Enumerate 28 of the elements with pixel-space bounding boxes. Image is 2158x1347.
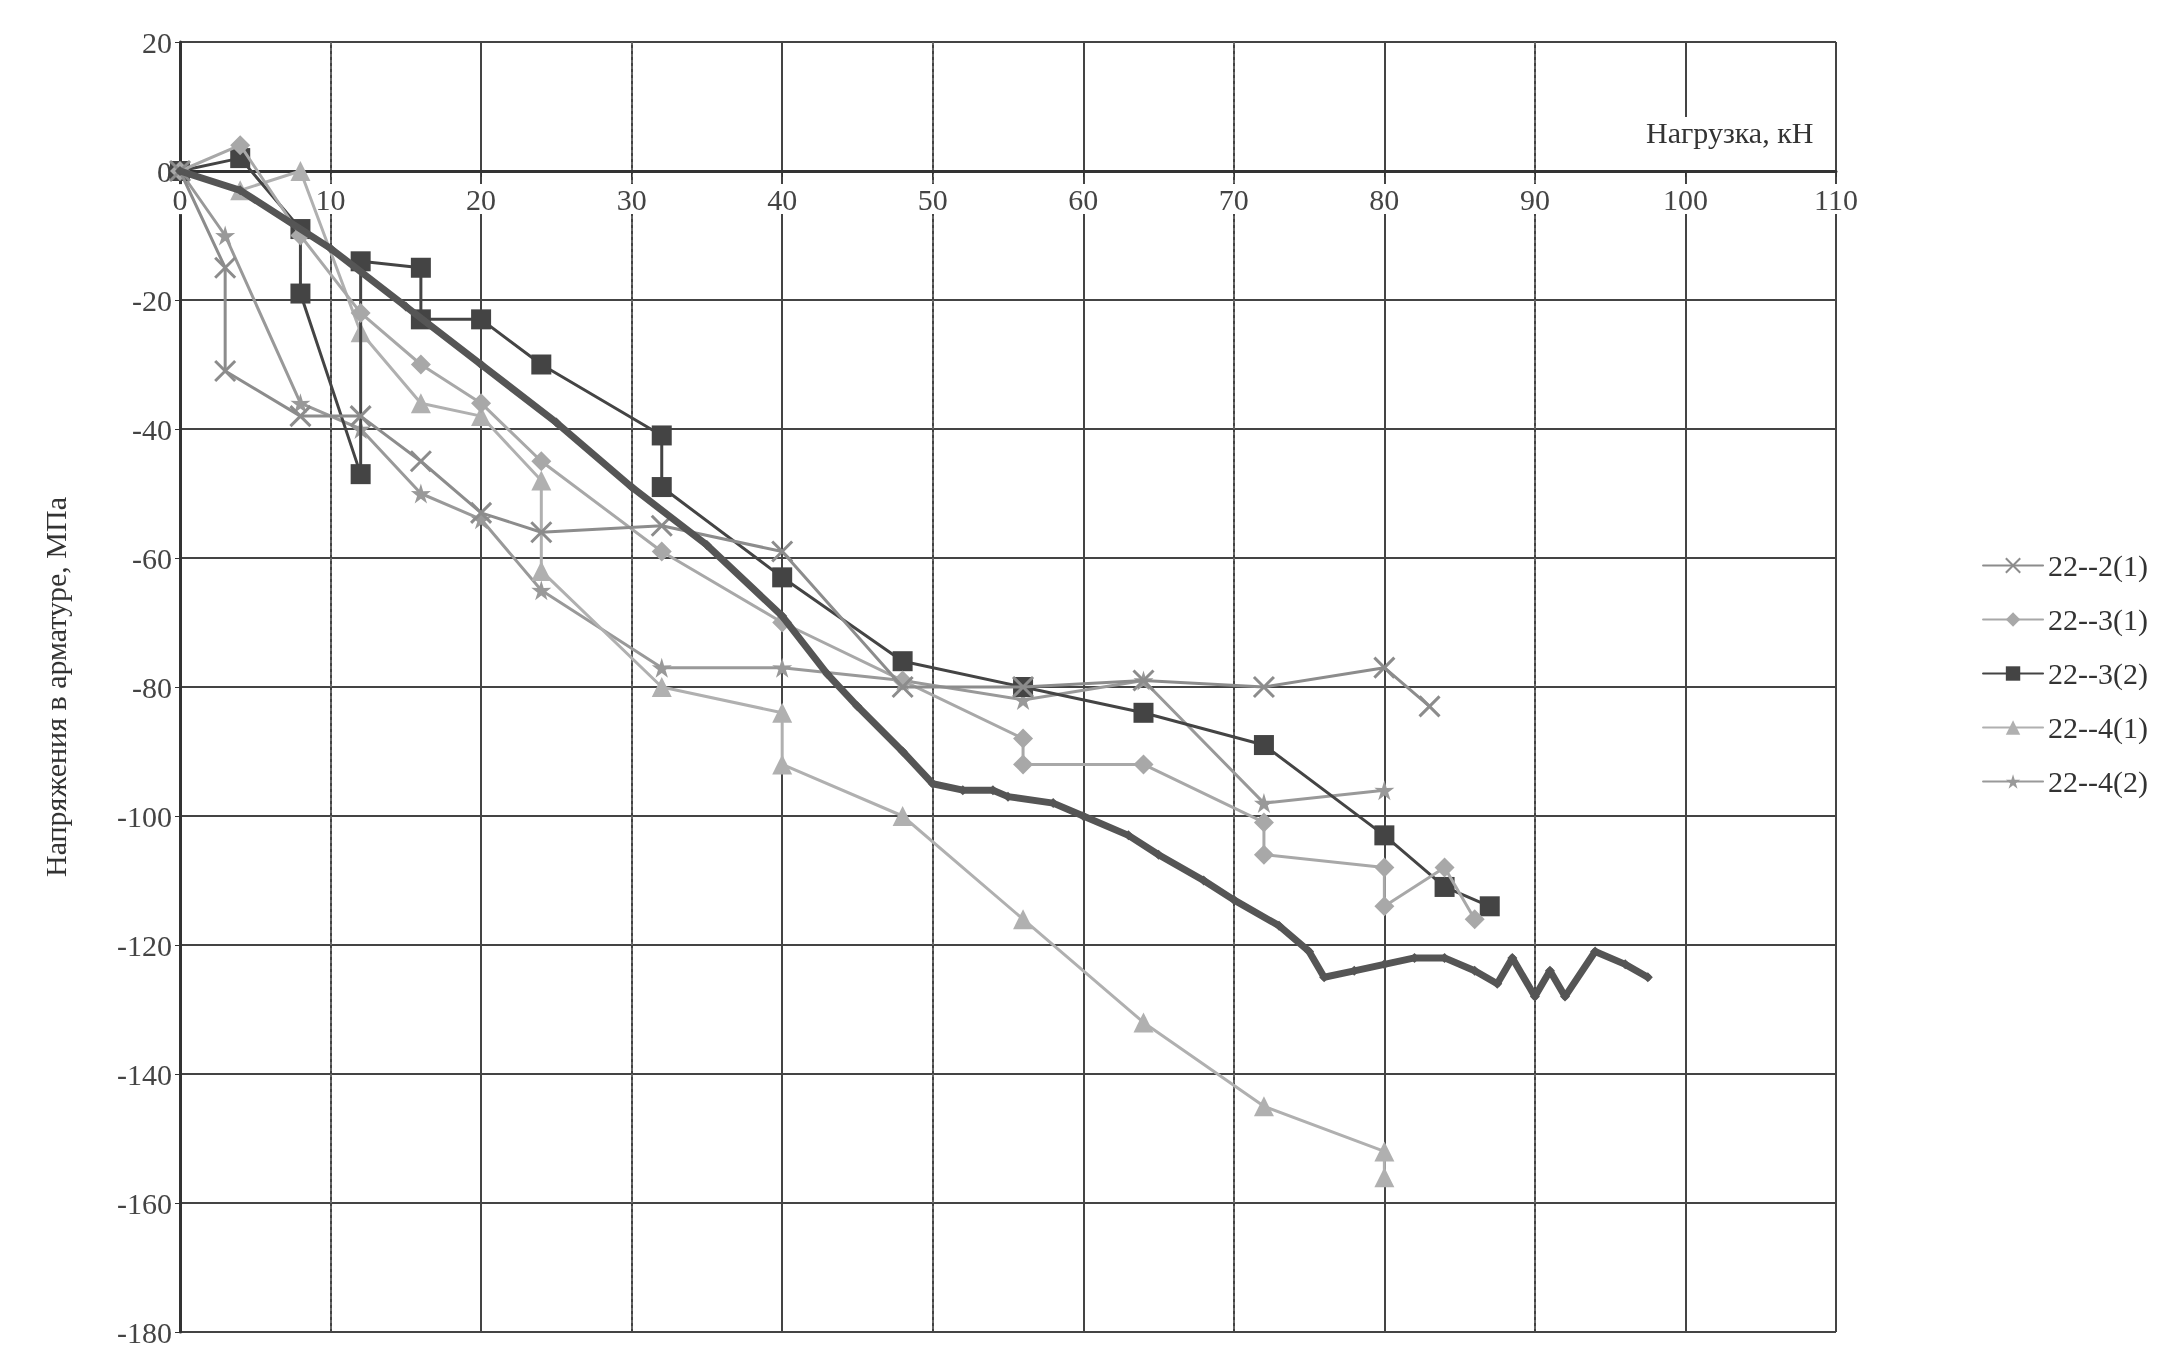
legend-label: 22--4(2) <box>2048 765 2149 799</box>
x-tick-label: 110 <box>1814 182 1858 216</box>
y-tick-label: -100 <box>117 799 172 833</box>
legend-label: 22--4(1) <box>2048 711 2149 745</box>
x-tick-label: 70 <box>1218 182 1249 216</box>
y-tick-label: -80 <box>132 670 172 704</box>
x-tick-label: 100 <box>1662 182 1708 216</box>
y-axis-title: Напряжения в арматуре, МПа <box>38 496 72 878</box>
legend-label: 22--3(2) <box>2048 657 2149 691</box>
x-tick-label: 10 <box>315 182 346 216</box>
y-tick-label: 20 <box>142 25 172 59</box>
x-axis-title: Нагрузка, кН <box>1646 115 1814 149</box>
x-tick-label: 50 <box>917 182 948 216</box>
y-tick-label: -180 <box>117 1315 172 1347</box>
y-tick-label: -140 <box>117 1057 172 1091</box>
x-tick-label: 40 <box>767 182 798 216</box>
x-tick-label: 30 <box>616 182 647 216</box>
legend-label: 22--2(1) <box>2048 549 2149 583</box>
y-tick-label: -160 <box>117 1186 172 1220</box>
y-tick-label: -120 <box>117 928 172 962</box>
legend-label: 22--3(1) <box>2048 603 2149 637</box>
y-tick-label: -40 <box>132 412 172 446</box>
x-tick-label: 20 <box>466 182 497 216</box>
x-tick-label: 90 <box>1519 182 1550 216</box>
y-tick-label: -60 <box>132 541 172 575</box>
x-tick-label: 60 <box>1068 182 1099 216</box>
y-tick-label: -20 <box>132 283 172 317</box>
x-tick-label: 80 <box>1369 182 1400 216</box>
